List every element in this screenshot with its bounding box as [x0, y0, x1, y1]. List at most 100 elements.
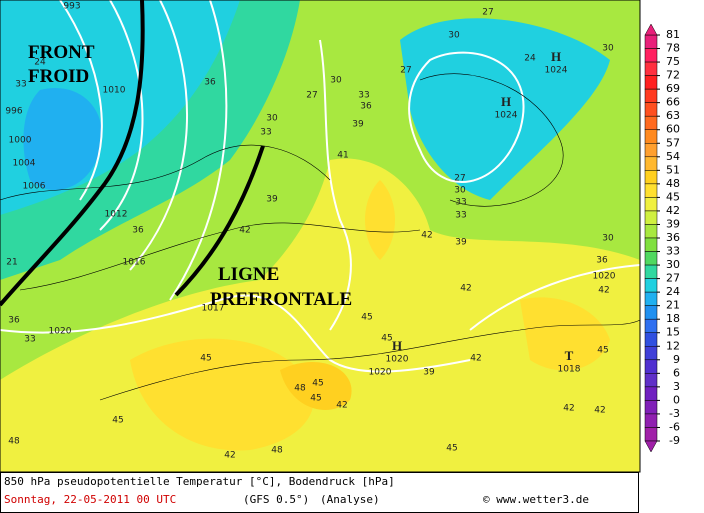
- scale-tick-label: 57: [666, 136, 680, 149]
- scale-swatch: [644, 332, 658, 347]
- scale-tick-label: 30: [666, 258, 680, 271]
- scale-swatch: [644, 346, 658, 361]
- scale-arrow-top: [644, 23, 658, 36]
- temperature-label: 42: [460, 284, 471, 294]
- isobar-label: 1010: [103, 86, 126, 96]
- isobar-label: 1012: [105, 210, 128, 220]
- scale-tick-label: -6: [669, 420, 680, 433]
- scale-tick-label: 27: [666, 272, 680, 285]
- isobar-label: 1004: [13, 159, 36, 169]
- temperature-label: 45: [310, 394, 321, 404]
- scale-tick-label: 12: [666, 339, 680, 352]
- temperature-label: 45: [112, 416, 123, 426]
- temperature-label: 45: [446, 444, 457, 454]
- temperature-label: 45: [381, 334, 392, 344]
- temperature-label: 36: [596, 256, 608, 266]
- scale-tick-label: 3: [673, 380, 680, 393]
- scale-tick-label: 72: [666, 69, 680, 82]
- temperature-label: 30: [330, 76, 342, 86]
- pressure-center-letter: H: [392, 338, 402, 353]
- temperature-label: 42: [563, 404, 574, 414]
- temperature-label: 45: [312, 379, 323, 389]
- scale-swatch: [644, 129, 658, 144]
- temperature-label: 42: [598, 286, 609, 296]
- scale-swatch: [644, 427, 658, 442]
- temperature-label: 33: [260, 128, 271, 138]
- temperature-label: 33: [24, 335, 35, 345]
- isobar-label: 1020: [49, 327, 72, 337]
- temperature-label: 33: [455, 211, 466, 221]
- footer-mode: (Analyse): [320, 493, 380, 506]
- temperature-label: 33: [15, 80, 26, 90]
- temperature-label: 30: [266, 114, 278, 124]
- scale-tick-label: 24: [666, 285, 680, 298]
- temperature-label: 36: [8, 316, 20, 326]
- scale-swatch: [644, 251, 658, 266]
- front-lines: [0, 0, 265, 307]
- scale-tick-label: -3: [669, 407, 680, 420]
- scale-swatch: [644, 75, 658, 90]
- footer-copyright: © www.wetter3.de: [483, 493, 589, 506]
- scale-swatch: [644, 48, 658, 63]
- scale-tick-label: 0: [673, 393, 680, 406]
- scale-tick-label: 45: [666, 190, 680, 203]
- temperature-label: 21: [6, 258, 17, 268]
- scale-swatch: [644, 224, 658, 239]
- temperature-label: 42: [594, 406, 605, 416]
- scale-swatch: [644, 413, 658, 428]
- isobar-label: 996: [5, 107, 22, 117]
- temperature-label: 48: [294, 384, 306, 394]
- isobar-label: 1000: [9, 136, 32, 146]
- temperature-label: 30: [448, 31, 460, 41]
- temperature-label: 27: [306, 91, 317, 101]
- scale-swatch: [644, 183, 658, 198]
- temperature-label: 27: [482, 8, 493, 18]
- temperature-label: 30: [602, 234, 614, 244]
- scale-swatch: [644, 373, 658, 388]
- scale-arrow-bottom: [644, 440, 658, 453]
- temperature-label: 39: [266, 195, 278, 205]
- temperature-label: 42: [239, 226, 250, 236]
- scale-tick-label: 33: [666, 245, 680, 258]
- scale-swatch: [644, 143, 658, 158]
- temperature-label: 33: [455, 198, 466, 208]
- scale-swatch: [644, 102, 658, 117]
- temperature-label: 45: [597, 346, 608, 356]
- scale-tick-label: 36: [666, 231, 680, 244]
- temperature-label: 39: [423, 368, 435, 378]
- scale-tick-label: 39: [666, 217, 680, 230]
- temperature-label: 24: [524, 54, 536, 64]
- temperature-label: 27: [400, 66, 411, 76]
- temperature-label: 36: [204, 78, 216, 88]
- scale-tick-label: 42: [666, 204, 680, 217]
- scale-swatch: [644, 115, 658, 130]
- scale-swatch: [644, 318, 658, 333]
- scale-tick-label: 54: [666, 150, 680, 163]
- temperature-label: 36: [360, 102, 372, 112]
- scale-swatch: [644, 210, 658, 225]
- scale-swatch: [644, 359, 658, 374]
- temperature-label: 27: [454, 174, 465, 184]
- isobars: [0, 0, 641, 373]
- temperature-label: 42: [224, 451, 235, 461]
- temperature-label: 48: [8, 437, 20, 447]
- scale-tick-label: 81: [666, 28, 680, 41]
- pressure-center-value: 1020: [386, 355, 409, 365]
- temperature-label: 24: [34, 58, 46, 68]
- temperature-contours: [0, 73, 641, 401]
- scale-swatch: [644, 386, 658, 401]
- temperature-label: 30: [602, 44, 614, 54]
- temperature-label: 45: [200, 354, 211, 364]
- scale-tick-label: 21: [666, 299, 680, 312]
- isobar-label: 1020: [369, 368, 392, 378]
- scale-tick-label: 69: [666, 82, 680, 95]
- pressure-center-value: 1024: [495, 111, 518, 121]
- scale-tick-label: 51: [666, 163, 680, 176]
- scale-swatch: [644, 305, 658, 320]
- scale-tick-label: 75: [666, 55, 680, 68]
- temperature-label: 42: [336, 401, 347, 411]
- scale-tick-label: 15: [666, 326, 680, 339]
- scale-tick-label: 9: [673, 353, 680, 366]
- scale-tick-label: 48: [666, 177, 680, 190]
